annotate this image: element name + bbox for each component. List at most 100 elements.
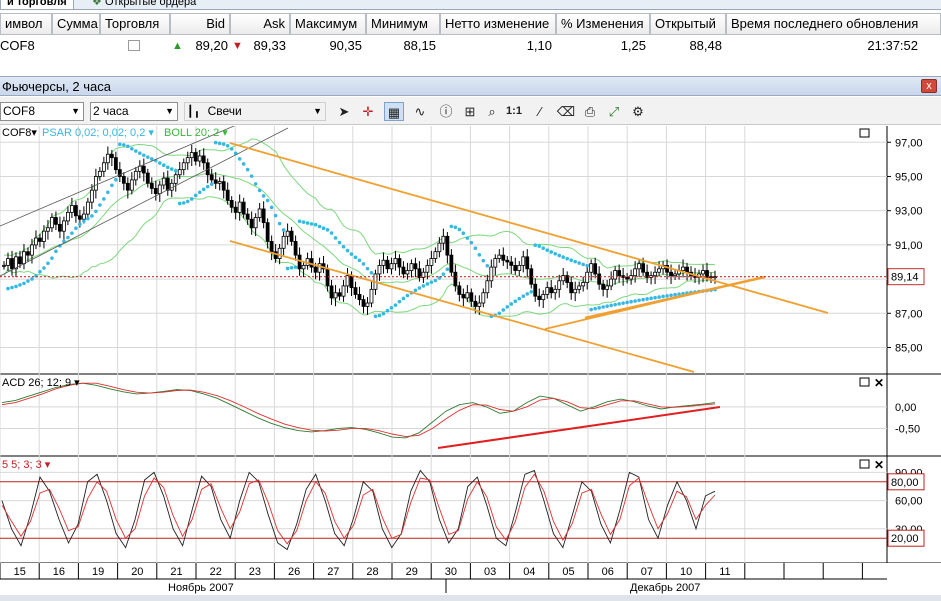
stoch-signal-line (1, 473, 716, 545)
horizontal-scrollbar (0, 595, 941, 601)
col-header-bid[interactable]: Bid (170, 13, 230, 35)
day-label: 28 (366, 566, 378, 578)
candle-body (361, 299, 366, 307)
cursor-icon[interactable]: ➤ (338, 104, 350, 119)
psar-dot (74, 226, 78, 231)
grid-icon[interactable]: ▦ (384, 102, 404, 121)
col-header-low[interactable]: Минимум (366, 13, 440, 35)
maximize-panel-icon (859, 377, 870, 387)
eraser-icon[interactable]: ⌫ (556, 104, 576, 119)
cell-open: 88,48 (689, 38, 722, 53)
chart-window-titlebar[interactable]: Фьючерсы, 2 часа x (0, 77, 941, 96)
psar-dot (661, 294, 665, 299)
candle-body (337, 292, 342, 297)
psar-dot (677, 292, 681, 296)
cell-ask[interactable]: 89,33 (253, 38, 286, 53)
day-label: 16 (53, 566, 65, 578)
psar-dot (521, 294, 526, 298)
psar-dot (417, 286, 422, 290)
candle-body (249, 218, 254, 229)
chart-type-select[interactable]: ┃╻ Свечи ▼ (184, 102, 326, 121)
zoom-icon[interactable]: ⌕ (488, 104, 496, 119)
ratio-icon[interactable]: 1:1 (506, 105, 522, 117)
candle-body (509, 261, 514, 266)
macd-tick-label: -0,50 (895, 423, 920, 435)
col-header-last-update[interactable]: Время последнего обновления (726, 13, 941, 35)
candle-body (413, 263, 418, 270)
candle-body (285, 230, 290, 237)
close-button[interactable]: x (921, 79, 937, 93)
psar-dot (193, 193, 198, 198)
psar-dot (82, 219, 86, 223)
period-select[interactable]: 2 часа ▼ (90, 102, 178, 121)
candle-body (637, 263, 642, 270)
candle-body (93, 176, 98, 191)
psar-dot (565, 256, 570, 261)
col-header-symbol[interactable]: имвол (0, 13, 52, 35)
candle-body (513, 264, 518, 271)
candle-body (153, 188, 158, 194)
settings-icon[interactable]: ⚙ (632, 104, 644, 119)
candle-body (129, 179, 134, 191)
col-header-ask[interactable]: Ask (230, 13, 290, 35)
crosshair-icon[interactable]: ✛ (362, 104, 374, 119)
psar-dot (357, 258, 362, 263)
candle-body (201, 155, 206, 164)
candle-body (377, 264, 382, 275)
psar-dot (301, 220, 306, 224)
chart-area[interactable]: 97,0095,0093,0091,0089,0087,0085,0089,14… (0, 126, 941, 601)
autoscale-icon[interactable]: ⤢ (608, 104, 620, 119)
col-header-trading[interactable]: Торговля (100, 13, 170, 35)
day-label: 30 (445, 566, 457, 578)
day-label: 07 (641, 566, 653, 578)
psar-dot (505, 305, 510, 309)
psar-dot (645, 297, 649, 301)
trading-checkbox[interactable] (128, 40, 140, 51)
y-tick-label: 93,00 (895, 206, 923, 218)
tab-trading[interactable]: и торговля (0, 0, 74, 9)
candle-body (193, 152, 198, 162)
psar-dot (589, 307, 593, 312)
psar-dot (114, 177, 118, 182)
chevron-down-icon: ▼ (165, 106, 174, 116)
candle-body (433, 251, 438, 259)
psar-dot (289, 265, 294, 270)
candle-body (181, 162, 186, 171)
cell-bid[interactable]: 89,20 (195, 38, 228, 53)
psar-dot (134, 149, 138, 153)
col-header-net-change[interactable]: Нетто изменение (440, 13, 556, 35)
psar-dot (525, 292, 530, 296)
candle-body (641, 263, 646, 273)
col-header-amount[interactable]: Сумма (52, 13, 100, 35)
candle-body (421, 271, 426, 278)
candle-body (46, 227, 50, 232)
indicators-icon[interactable]: ∿ (414, 104, 426, 119)
candle-body (533, 283, 538, 297)
candle-body (349, 275, 354, 289)
psar-dot (325, 228, 330, 232)
candle-body (253, 217, 258, 229)
info-icon[interactable]: ⓘ (439, 104, 453, 119)
stoch-tick-label: 60,00 (895, 496, 923, 508)
bollinger-band-line (3, 196, 716, 317)
candle-body (42, 230, 46, 242)
candle-body (261, 208, 266, 224)
psar-dot (649, 296, 653, 301)
zoom-in-icon[interactable]: ⊞ (464, 104, 476, 119)
bollinger-label: BOLL 20; 2 ▾ (164, 127, 228, 139)
line-tool-icon[interactable]: ⁄ (538, 104, 542, 119)
candle-body (113, 157, 118, 171)
psar-dot (209, 182, 214, 186)
close-panel-icon: ✕ (874, 458, 884, 472)
col-header-high[interactable]: Максимум (290, 13, 366, 35)
cell-symbol[interactable]: COF8 (0, 38, 35, 53)
candle-body (565, 275, 570, 283)
cell-pct-change: 1,25 (620, 38, 646, 53)
psar-dot (62, 239, 66, 244)
col-header-pct-change[interactable]: % Изменения (556, 13, 650, 35)
candle-body (645, 271, 649, 278)
tab-open-orders[interactable]: ❖ Открытые ордера (86, 0, 202, 9)
print-icon[interactable]: ⎙ (584, 104, 596, 119)
symbol-select[interactable]: COF8 ▼ (0, 102, 84, 121)
col-header-open[interactable]: Открытый (650, 13, 726, 35)
